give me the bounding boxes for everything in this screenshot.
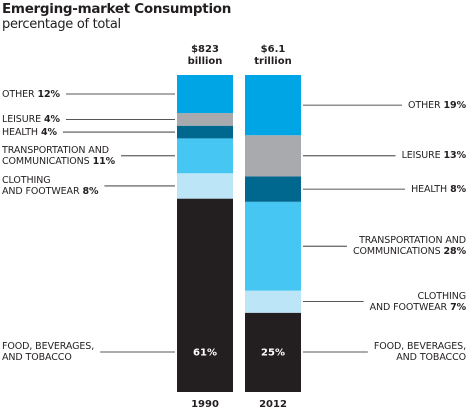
series-name: FOOD, BEVERAGES, AND TOBACCO xyxy=(373,341,466,363)
bar-segment xyxy=(245,176,301,202)
bar-segment xyxy=(245,201,301,291)
data-label: 4% xyxy=(40,126,57,138)
series-label: FOOD, BEVERAGES, AND TOBACCO xyxy=(2,341,94,363)
data-label: 13% xyxy=(443,150,467,162)
series-name: TRANSPORTATION AND COMMUNICATIONS xyxy=(2,144,109,167)
series-label: LEISURE 13% xyxy=(401,150,467,162)
bar-segment xyxy=(177,138,233,174)
chart-title: Emerging-market Consumption xyxy=(2,1,232,17)
data-label: 7% xyxy=(450,301,466,313)
series-name: OTHER xyxy=(2,88,35,100)
series-name: LEISURE xyxy=(401,150,441,162)
series-name: LEISURE xyxy=(2,113,41,125)
series-label: OTHER 19% xyxy=(408,100,466,111)
total-label: $6.1 trillion xyxy=(254,44,292,67)
data-label: 61% xyxy=(193,348,217,359)
x-tick-label: 1990 xyxy=(191,399,219,410)
bar-segment xyxy=(245,312,301,392)
series-label: HEALTH 4% xyxy=(2,127,57,138)
series-name: HEALTH xyxy=(2,126,38,138)
total-label: $823 billion xyxy=(187,44,223,67)
series-label: TRANSPORTATION AND COMMUNICATIONS 28% xyxy=(353,235,466,257)
series-name: CLOTHING AND FOOTWEAR xyxy=(369,290,467,313)
x-tick-label: 2012 xyxy=(259,399,287,410)
data-label: 28% xyxy=(443,246,467,258)
series-label: OTHER 12% xyxy=(2,89,60,100)
bar-segment xyxy=(245,75,301,136)
data-label: 8% xyxy=(450,183,466,195)
series-label: CLOTHING AND FOOTWEAR 8% xyxy=(2,174,99,197)
data-label: 25% xyxy=(261,348,285,359)
bar-segment xyxy=(177,173,233,199)
bar-segment xyxy=(177,125,233,139)
bar-segment xyxy=(177,113,233,126)
series-name: HEALTH xyxy=(411,183,448,195)
data-label: 8% xyxy=(82,185,99,197)
bar-segment xyxy=(245,290,301,313)
series-label: CLOTHING AND FOOTWEAR 7% xyxy=(369,290,467,313)
data-label: 12% xyxy=(37,88,61,100)
series-name: TRANSPORTATION AND COMMUNICATIONS xyxy=(352,235,466,258)
series-label: TRANSPORTATION AND COMMUNICATIONS 11% xyxy=(2,145,115,167)
chart-subtitle: percentage of total xyxy=(2,17,121,32)
data-label: 4% xyxy=(43,113,60,125)
series-name: OTHER xyxy=(408,99,441,111)
bar-segment xyxy=(177,198,233,392)
data-label: 19% xyxy=(443,99,467,111)
bar-segment xyxy=(177,75,233,114)
bar-segment xyxy=(245,135,301,177)
series-name: CLOTHING AND FOOTWEAR xyxy=(2,174,80,197)
series-label: LEISURE 4% xyxy=(2,114,60,125)
series-label: FOOD, BEVERAGES, AND TOBACCO xyxy=(374,341,466,363)
series-name: FOOD, BEVERAGES, AND TOBACCO xyxy=(2,341,95,363)
data-label: 11% xyxy=(92,155,116,167)
series-label: HEALTH 8% xyxy=(411,184,466,195)
